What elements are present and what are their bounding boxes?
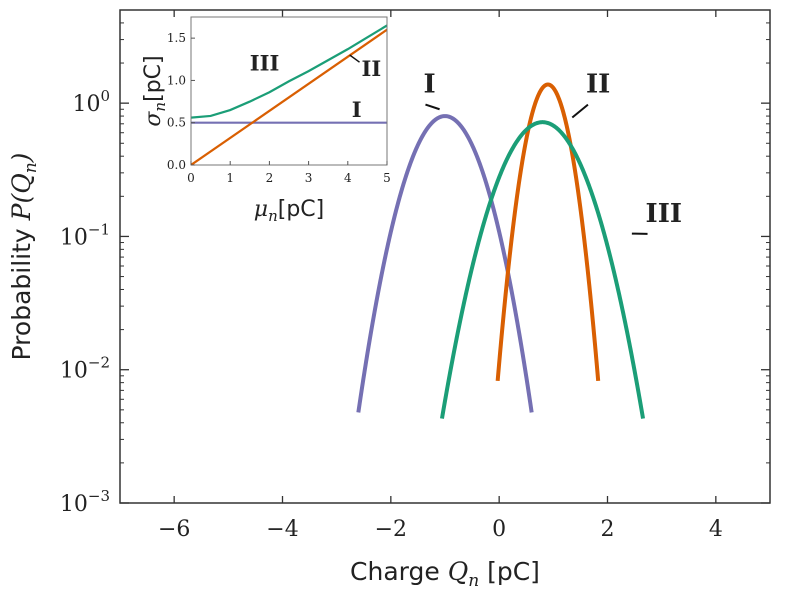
- y-tick-label: 10−1: [60, 220, 110, 250]
- inset-x-tick-label: 0: [187, 171, 195, 185]
- inset-y-tick-label: 1.0: [167, 73, 186, 87]
- x-tick-label: −4: [266, 517, 298, 542]
- series-label-II: II: [586, 70, 610, 100]
- inset-x-tick-label: 1: [226, 171, 234, 185]
- series-label-I: I: [423, 70, 435, 100]
- inset-x-tick-label: 5: [383, 171, 391, 185]
- x-axis-title: Charge Qn [pC]: [350, 557, 540, 591]
- series-leader-I: [425, 103, 440, 111]
- series-curve-I: [356, 114, 534, 413]
- main-plot-frame: [119, 9, 771, 504]
- series-curve-III: [439, 120, 646, 419]
- y-tick-label: 10−3: [60, 487, 110, 517]
- series-leader-II: [571, 103, 589, 119]
- inset-frame: [190, 16, 388, 166]
- inset-x-tick-label: 4: [344, 171, 352, 185]
- inset-y-tick-label: 0.0: [167, 158, 186, 172]
- inset-background: [191, 17, 387, 165]
- inset-leader-II: [349, 54, 360, 63]
- y-tick-label: 100: [72, 87, 110, 117]
- inset-series-label-I: I: [352, 97, 362, 122]
- inset-series-label-II: II: [362, 56, 382, 81]
- y-axis-title: Probability P(Qn): [7, 153, 41, 361]
- y-tick-label: 10−2: [60, 354, 110, 384]
- inset-series-line-II: [191, 28, 387, 165]
- inset-series-line-III: [191, 24, 387, 119]
- x-tick-label: 0: [492, 517, 506, 542]
- inset-x-axis-title: μn[pC]: [254, 197, 324, 225]
- inset-y-axis-title: σn[pC]: [141, 55, 169, 126]
- x-tick-label: 4: [709, 517, 723, 542]
- x-tick-label: −6: [158, 517, 190, 542]
- x-tick-label: −2: [375, 517, 407, 542]
- inset-y-tick-label: 1.5: [167, 31, 186, 45]
- series-curve-II: [495, 82, 601, 382]
- inset-x-tick-label: 2: [266, 171, 274, 185]
- inset-y-tick-label: 0.5: [167, 116, 186, 130]
- inset-series-label-III: III: [250, 50, 279, 75]
- x-tick-label: 2: [601, 517, 615, 542]
- series-label-III: III: [646, 199, 683, 229]
- inset-x-tick-label: 3: [305, 171, 313, 185]
